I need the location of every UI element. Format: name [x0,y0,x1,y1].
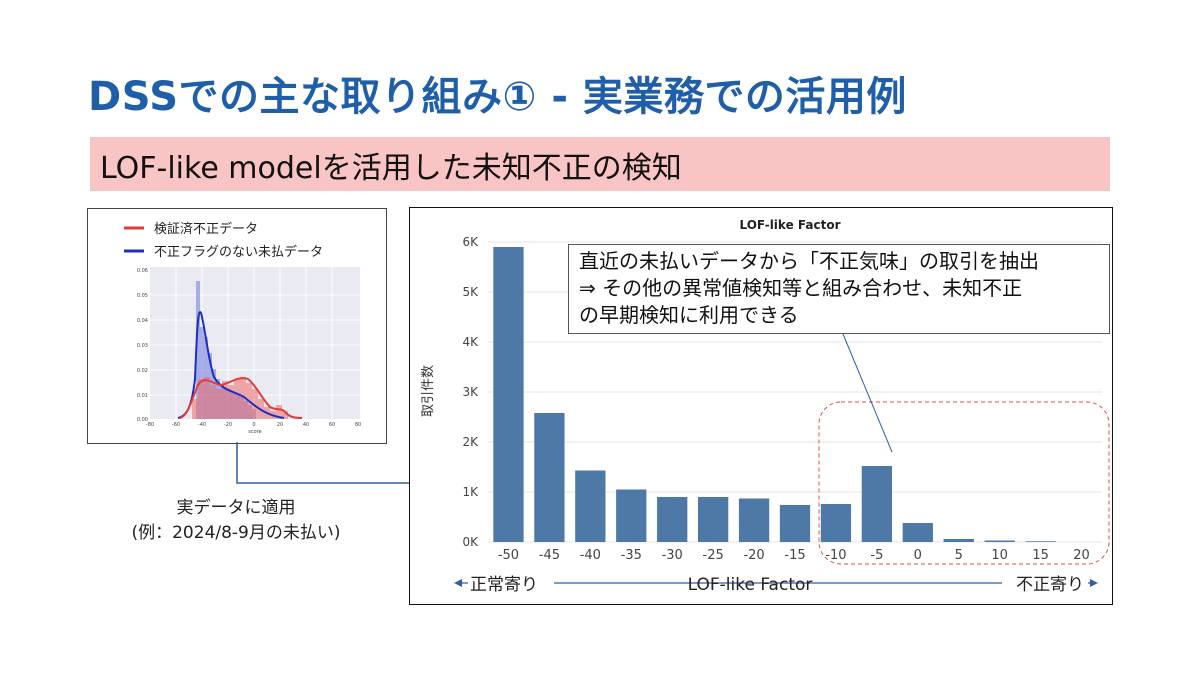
svg-text:80: 80 [355,422,361,428]
x-tick-label: -50 [498,548,519,563]
lof-axis-label: LOF-like Factor [688,575,813,595]
callout-line-1: 直近の未払いデータから「不正気味」の取引を抽出 [579,249,1039,273]
caption-line-1: 実データに適用 [176,498,296,518]
svg-text:0.04: 0.04 [137,318,148,324]
x-tick-label: -45 [539,548,560,563]
x-tick-labels: -50 -45 -40 -35 -30 -25 -20 -15 -10 -5 0 5 10 15 20 [498,548,1090,563]
callout-pointer [842,333,893,453]
svg-text:0: 0 [252,422,255,428]
x-tick-label: 20 [1073,548,1090,563]
bar [657,497,688,542]
y-tick-label: 1K [462,485,479,499]
caption-line-2: (例：2024/8-9月の未払い) [131,523,341,543]
svg-text:0.06: 0.06 [137,268,148,274]
subtitle-banner [90,137,1110,191]
x-tick-label: 10 [991,548,1008,563]
legend-label-verified-fraud: 検証済不正データ [154,221,258,237]
y-tick-label: 0K [462,535,479,549]
x-tick-label: -5 [870,548,883,563]
x-tick-label: -15 [784,548,805,563]
x-tick-label: -25 [703,548,724,563]
y-axis-label: 取引件数 [421,365,436,417]
left-x-label: score [248,429,261,435]
x-tick-label: -30 [662,548,683,563]
bar [616,489,647,542]
fraud-kde-curve [179,377,303,419]
svg-text:20: 20 [277,422,283,428]
unflagged-kde-curve [177,311,285,419]
distribution-chart-panel: 検証済不正データ 不正フラグのない未払データ [87,208,387,444]
callout-box: 直近の未払いデータから「不正気味」の取引を抽出 ⇒ その他の異常値検知等と組み合… [568,244,1110,334]
chart-title: LOF-like Factor [739,218,840,232]
callout-line-3: の早期検知に利用できる [579,303,799,327]
highlight-region [818,401,1110,565]
direction-arrow-left [454,579,462,587]
slide-subtitle: LOF-like modelを活用した未知不正の検知 [100,151,682,186]
bar [779,505,811,542]
bar [697,497,729,542]
bar [738,498,770,542]
svg-text:-80: -80 [146,422,154,428]
left-x-ticks: -80 -60 -40 -20 0 20 40 60 80 [146,422,361,428]
x-tick-label: -35 [621,548,642,563]
bar [575,470,606,542]
y-tick-labels: 0K 1K 2K 3K 4K 5K 6K [462,235,479,549]
y-tick-label: 2K [462,435,479,449]
left-y-ticks: 0.06 0.05 0.04 0.03 0.02 0.01 0.00 [137,268,148,423]
y-tick-label: 6K [462,235,479,249]
x-tick-label: 15 [1032,548,1049,563]
bar [902,523,933,542]
x-tick-label: 5 [955,548,963,563]
caption: 実データに適用 (例：2024/8-9月の未払い) [102,496,370,546]
svg-text:0.02: 0.02 [137,368,148,374]
svg-text:60: 60 [329,422,335,428]
bar [943,539,974,542]
bar [1025,541,1056,542]
bars [493,247,1056,542]
direction-arrow-right [1090,579,1098,587]
legend-label-unflagged: 不正フラグのない未払データ [154,244,323,260]
bar [534,413,565,542]
svg-text:-60: -60 [172,422,180,428]
svg-text:-20: -20 [224,422,232,428]
svg-text:0.00: 0.00 [137,417,148,423]
svg-text:0.05: 0.05 [137,293,148,299]
svg-text:-40: -40 [198,422,206,428]
slide-title: DSSでの主な取り組み① - 実業務での活用例 [88,74,907,120]
y-tick-label: 3K [462,385,479,399]
bar [861,466,893,542]
normal-side-label: 正常寄り [470,575,538,595]
bar [984,540,1015,542]
bar [493,247,524,542]
x-tick-label: -10 [825,548,846,563]
x-tick-label: -20 [743,548,764,563]
x-tick-label: -40 [580,548,601,563]
svg-text:40: 40 [303,422,309,428]
y-tick-label: 4K [462,335,479,349]
svg-text:0.03: 0.03 [137,343,148,349]
bar [820,504,852,542]
svg-text:0.01: 0.01 [137,393,148,399]
distribution-chart: 検証済不正データ 不正フラグのない未払データ [124,221,361,435]
callout-line-2: ⇒ その他の異常値検知等と組み合わせ、未知不正 [579,276,1023,300]
fraud-side-label: 不正寄り [1016,575,1084,595]
x-tick-label: 0 [914,548,922,563]
y-tick-label: 5K [462,285,479,299]
